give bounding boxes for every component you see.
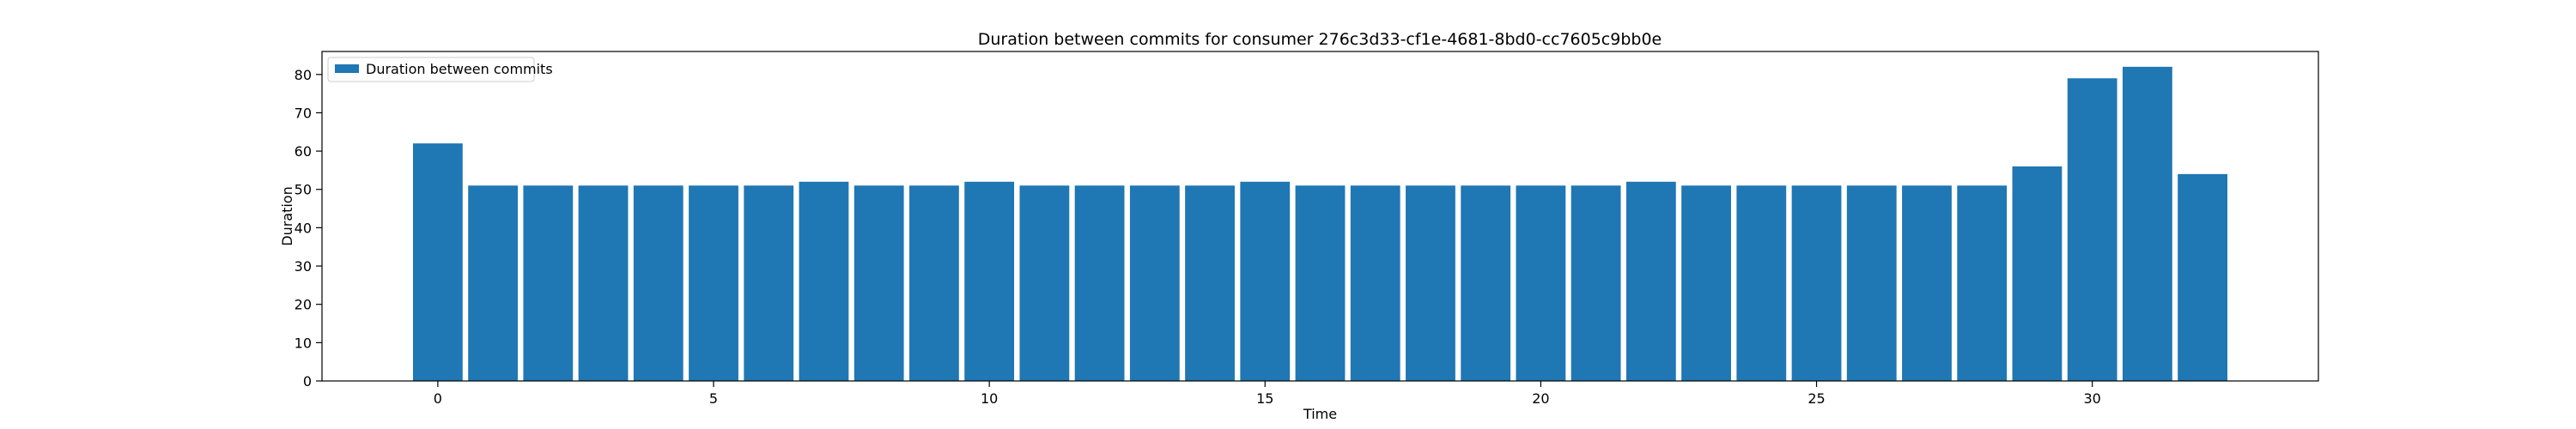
chart-title: Duration between commits for consumer 27… <box>978 30 1662 49</box>
bar-9 <box>909 185 959 381</box>
x-tick-label: 5 <box>709 390 718 407</box>
bar-24 <box>1736 185 1787 381</box>
bar-25 <box>1791 185 1842 381</box>
legend-box <box>327 57 535 82</box>
bar-32 <box>2178 173 2228 381</box>
x-tick-label: 20 <box>1532 390 1549 407</box>
x-tick-label: 30 <box>2083 390 2100 407</box>
legend: Duration between commits <box>327 57 553 82</box>
y-tick-label: 0 <box>303 373 312 390</box>
legend-swatch <box>335 64 359 73</box>
y-tick-label: 60 <box>295 143 312 160</box>
bar-20 <box>1516 185 1566 381</box>
bar-8 <box>854 185 904 381</box>
bar-27 <box>1902 185 1952 381</box>
bar-28 <box>1957 185 2008 381</box>
bar-18 <box>1406 185 1455 381</box>
x-tick-label: 0 <box>434 390 442 407</box>
y-tick-label: 30 <box>295 258 312 275</box>
bar-29 <box>2012 166 2063 381</box>
bar-6 <box>744 185 794 381</box>
bar-1 <box>468 185 518 381</box>
y-tick-label: 80 <box>295 67 312 83</box>
bar-19 <box>1461 185 1511 381</box>
y-tick-label: 10 <box>295 335 312 351</box>
bar-10 <box>964 181 1015 381</box>
bar-30 <box>2067 78 2117 381</box>
x-axis-ticks: 0 5 10 15 20 25 30 <box>434 381 2101 407</box>
bar-16 <box>1295 185 1346 381</box>
bar-7 <box>799 181 849 381</box>
x-tick-label: 25 <box>1807 390 1825 407</box>
bar-2 <box>523 185 574 381</box>
y-tick-label: 50 <box>295 182 312 198</box>
x-tick-label: 10 <box>981 390 998 407</box>
y-tick-label: 70 <box>295 105 312 121</box>
bar-22 <box>1625 181 1676 381</box>
legend-label: Duration between commits <box>366 61 553 77</box>
bar-17 <box>1350 185 1400 381</box>
y-tick-label: 40 <box>295 220 312 236</box>
bar-11 <box>1019 185 1070 381</box>
y-axis-label: Duration <box>279 186 295 246</box>
bar-23 <box>1681 185 1731 381</box>
bar-0 <box>412 143 463 381</box>
x-tick-label: 15 <box>1256 390 1273 407</box>
bar-5 <box>689 185 738 381</box>
y-axis-ticks: 0 10 20 30 40 50 60 70 80 <box>295 67 322 390</box>
bar-15 <box>1240 181 1291 381</box>
bar-13 <box>1129 185 1180 381</box>
plot-frame <box>321 51 2319 382</box>
bar-14 <box>1185 185 1235 381</box>
bar-31 <box>2123 66 2172 382</box>
bar-3 <box>578 185 629 381</box>
bar-26 <box>1846 185 1897 381</box>
bar-4 <box>633 185 683 381</box>
bar-21 <box>1571 185 1621 381</box>
y-tick-label: 20 <box>295 297 312 313</box>
bar-12 <box>1074 185 1125 381</box>
x-axis-label: Time <box>1303 406 1337 422</box>
bars-group <box>412 66 2228 382</box>
